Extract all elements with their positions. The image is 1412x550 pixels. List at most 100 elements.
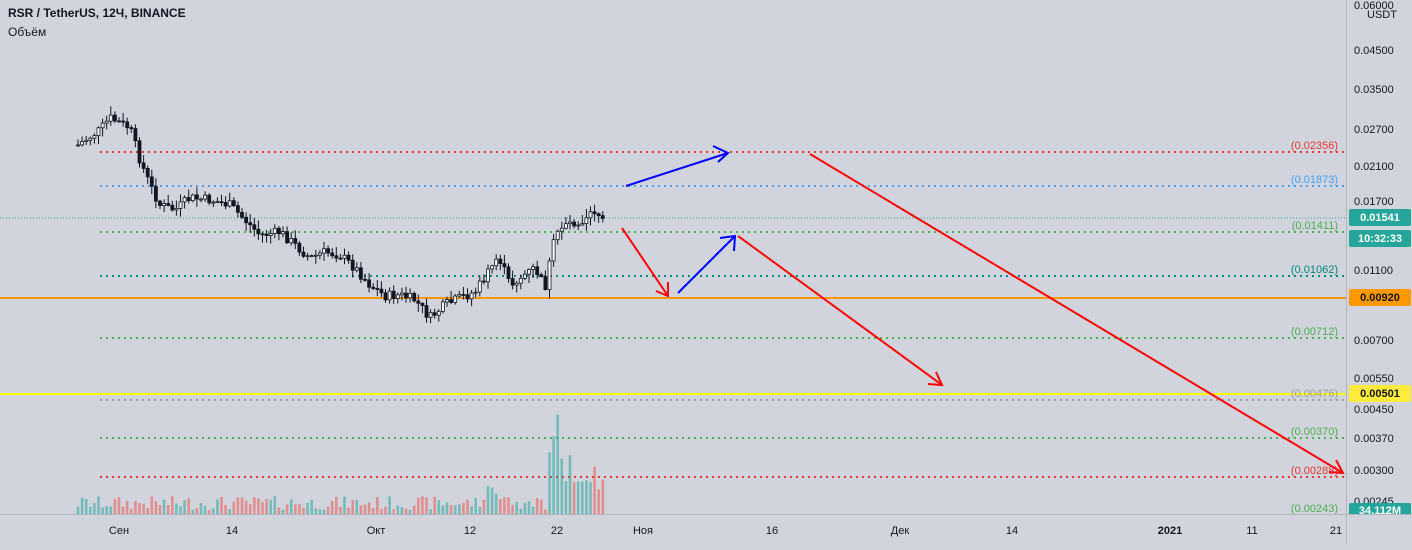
volume-bar — [294, 504, 297, 514]
countdown-badge — [1349, 230, 1411, 247]
candle-body — [506, 266, 511, 279]
time-label: 16 — [766, 525, 778, 537]
volume-bar — [367, 502, 371, 514]
volume-bar — [433, 496, 436, 514]
volume-bar — [462, 502, 465, 514]
volume-bar — [474, 497, 477, 514]
volume-bar — [351, 500, 354, 514]
candle-body — [424, 305, 429, 318]
candle-body — [313, 254, 318, 257]
candle-body — [527, 268, 531, 275]
volume-bar — [544, 509, 547, 514]
red-arrow-down-3[interactable] — [809, 153, 1344, 474]
price-scale[interactable]: 0.06000 0.04500 0.03500 0.02700 0.02100 … — [1346, 0, 1412, 517]
candle-body — [231, 200, 236, 207]
candle-body — [543, 276, 548, 290]
volume-bar — [302, 507, 305, 514]
candle-body — [252, 224, 257, 230]
candle-body — [518, 277, 523, 284]
candle-body — [490, 265, 495, 270]
candle-body — [219, 201, 224, 204]
candle-body — [383, 292, 388, 301]
candle-body — [391, 290, 396, 299]
candles — [76, 106, 605, 324]
volume-bar — [466, 499, 469, 514]
volume-bar — [421, 496, 424, 514]
volume-bar — [322, 509, 326, 514]
scale-corner[interactable] — [1346, 514, 1412, 544]
volume-bar — [150, 496, 154, 514]
candle-body — [416, 300, 421, 304]
candle-body — [96, 127, 101, 136]
drawing-arrows[interactable] — [621, 145, 1345, 475]
price-tick: 0.00370 — [1354, 433, 1394, 445]
volume-bar — [564, 480, 568, 514]
candle-body — [289, 238, 294, 244]
volume-bar — [253, 497, 256, 514]
volume-indicator-label[interactable]: Объём — [8, 25, 47, 39]
last-price-badge-text: 0.01541 — [1360, 212, 1400, 224]
volume-bar — [490, 487, 494, 514]
symbol-title[interactable]: RSR / TetherUS, 12Ч, BINANCE — [8, 6, 186, 20]
time-label: 11 — [1246, 525, 1257, 537]
price-scale-canvas[interactable]: 0.06000 0.04500 0.03500 0.02700 0.02100 … — [1347, 0, 1412, 517]
volume-bar — [371, 508, 375, 514]
volume-bar — [216, 499, 219, 514]
volume-bar — [130, 508, 133, 514]
time-scale-canvas[interactable]: Сен 14 Окт 12 22 Ноя 16 Дек 14 2021 11 2… — [0, 515, 1346, 545]
red-arrow-down-2-head — [927, 371, 944, 387]
candle-body — [539, 274, 544, 277]
fib-label-6: (0.00370) — [1291, 426, 1338, 438]
candle-body — [428, 312, 433, 318]
candle-body — [568, 221, 572, 225]
price-tick: 0.04500 — [1354, 45, 1394, 57]
time-scale[interactable]: Сен 14 Окт 12 22 Ноя 16 Дек 14 2021 11 2… — [0, 514, 1346, 544]
candle-body — [227, 200, 232, 207]
volume-bar — [101, 507, 104, 514]
volume-bar — [318, 509, 322, 514]
volume-bar — [589, 482, 592, 514]
candle-body — [481, 280, 486, 283]
fib-label-2: (0.01411) — [1292, 220, 1338, 232]
blue-arrow-up-1[interactable] — [625, 152, 729, 187]
candle-body — [203, 194, 208, 200]
volume-bar — [326, 506, 330, 514]
candle-body — [572, 221, 576, 227]
volume-bar — [236, 497, 240, 514]
volume-bar — [376, 497, 379, 514]
candle-body — [129, 127, 134, 130]
chart-area[interactable]: (0.02356) (0.01873) (0.01411) (0.01062) … — [0, 0, 1346, 514]
candle-body — [276, 227, 281, 235]
candle-body — [494, 258, 499, 267]
time-label: 14 — [226, 525, 238, 537]
volume-bar — [93, 503, 96, 514]
volume-bar — [171, 496, 174, 514]
candle-body — [502, 263, 507, 268]
candle-body — [535, 266, 540, 276]
chart-canvas[interactable]: (0.02356) (0.01873) (0.01411) (0.01062) … — [0, 0, 1346, 514]
fib-label-8: (0.00243) — [1291, 503, 1338, 514]
candle-body — [395, 294, 400, 299]
volume-bar — [212, 508, 215, 514]
volume-bar — [482, 499, 486, 514]
red-arrow-down-1[interactable] — [621, 227, 669, 297]
red-arrow-down-2[interactable] — [737, 235, 943, 386]
candle-body — [260, 233, 265, 236]
blue-arrow-up-2[interactable] — [677, 235, 736, 294]
candle-body — [588, 211, 593, 219]
volume-bar — [486, 486, 490, 514]
fib-label-7: (0.00288) — [1291, 465, 1338, 477]
volume-bar — [306, 502, 309, 514]
volume-bar — [154, 501, 158, 514]
fib-label-4: (0.00712) — [1291, 326, 1338, 338]
candle-body — [244, 216, 249, 224]
volume-bar — [531, 506, 535, 514]
price-unit: USDT — [1367, 9, 1397, 21]
red-arrow-down-1-head — [655, 282, 669, 298]
candle-body — [445, 299, 449, 303]
time-label: 14 — [1006, 525, 1018, 537]
volume-bar — [199, 503, 203, 514]
volume-bar — [228, 509, 231, 514]
volume-bar — [166, 504, 170, 514]
candle-body — [367, 279, 372, 288]
